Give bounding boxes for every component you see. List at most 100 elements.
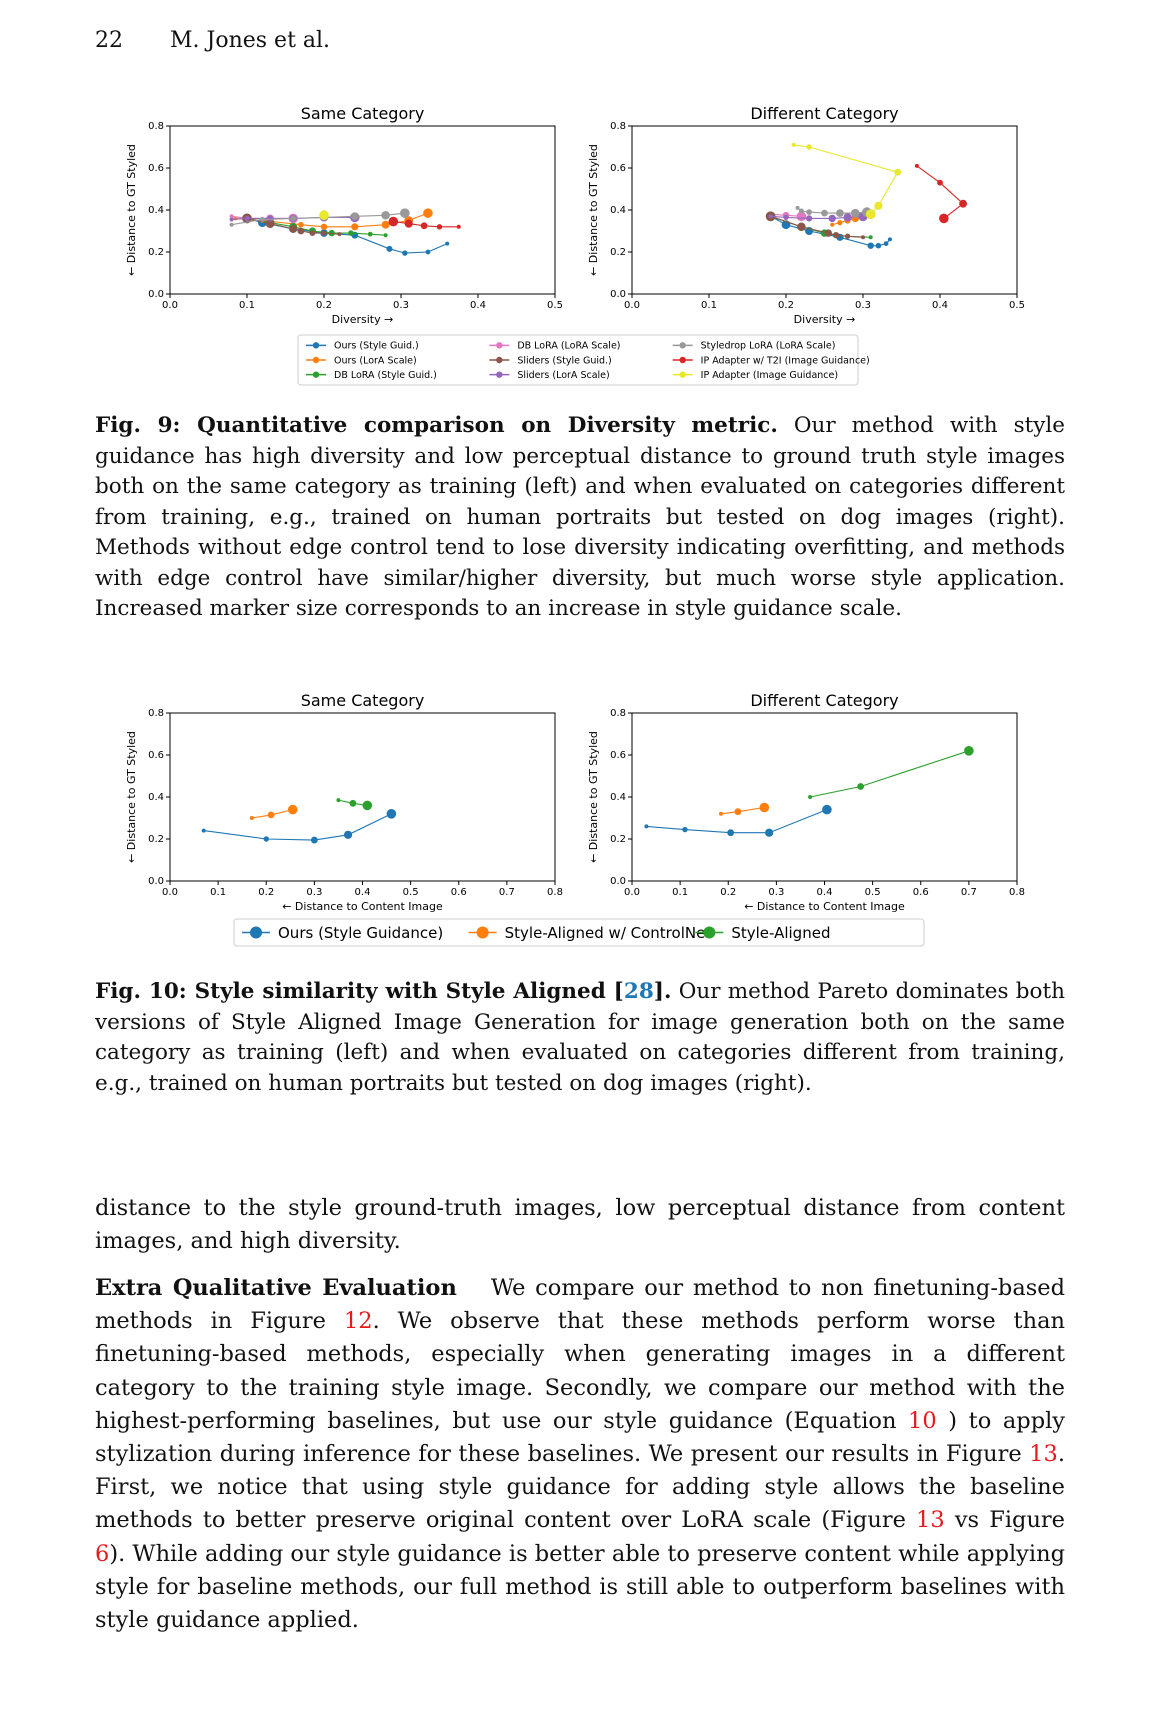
data-point [386, 245, 393, 252]
data-point [319, 210, 329, 221]
x-tick-label: 0.7 [499, 887, 515, 898]
legend-swatch-marker [312, 342, 320, 349]
page-number: 22 [95, 28, 123, 53]
data-point [348, 230, 354, 236]
series-line [720, 806, 765, 815]
data-point [287, 804, 298, 815]
y-axis-label: ← Distance to GT Styled [125, 144, 138, 276]
x-axis-label: ← Distance to Content Image [282, 900, 443, 913]
data-point [894, 168, 902, 176]
y-tick-label: 0.4 [610, 792, 626, 803]
legend-entry: Ours (Style Guidance) [278, 924, 443, 942]
data-point [937, 179, 943, 186]
x-tick-label: 0.2 [258, 887, 274, 898]
data-point [719, 811, 724, 816]
y-tick-label: 0.2 [148, 834, 164, 845]
figure-ref-13b[interactable]: 13 [916, 1507, 945, 1534]
data-point [309, 230, 316, 237]
chart-title: Different Category [750, 691, 898, 710]
data-point [381, 210, 390, 220]
data-point [425, 249, 431, 255]
x-tick-label: 0.3 [855, 300, 871, 311]
legend-swatch-marker [312, 356, 320, 364]
section-heading: Extra Qualitative Evaluation [95, 1275, 457, 1301]
data-point [806, 144, 812, 150]
y-tick-label: 0.2 [148, 247, 164, 258]
data-point [350, 212, 359, 221]
x-tick-label: 0.1 [239, 300, 255, 311]
data-point [808, 795, 813, 799]
x-tick-label: 0.1 [672, 887, 688, 898]
x-tick-label: 0.5 [865, 887, 881, 898]
data-point [289, 225, 298, 233]
data-point [857, 783, 864, 790]
x-tick-label: 0.8 [1009, 887, 1025, 898]
legend-entry: IP Adapter w/ T2I (Image Guidance) [701, 355, 870, 366]
y-tick-label: 0.6 [610, 163, 626, 174]
data-point [229, 217, 234, 222]
data-point [824, 229, 833, 237]
paragraph-extra-qualitative: Extra Qualitative Evaluation We compare o… [95, 1275, 1066, 1634]
x-tick-label: 0.5 [1009, 300, 1025, 311]
data-point [682, 826, 688, 833]
legend-entry: DB LoRA (Style Guid.) [334, 370, 437, 381]
data-point [874, 201, 883, 210]
y-tick-label: 0.8 [148, 121, 164, 132]
figure-9-label: Fig. 9: Quantitative comparison on Diver… [95, 413, 778, 438]
data-point [822, 804, 832, 815]
data-point [914, 163, 919, 168]
data-point [734, 808, 742, 816]
series-line [793, 144, 899, 215]
figure-ref-6[interactable]: 6 [95, 1540, 110, 1567]
legend-frame [297, 334, 859, 386]
x-tick-label: 0.4 [932, 300, 948, 311]
y-tick-label: 0.0 [610, 876, 626, 887]
figure-ref-12[interactable]: 12 [343, 1308, 373, 1335]
y-tick-label: 0.0 [610, 289, 626, 300]
data-point [845, 233, 851, 239]
data-point [821, 209, 828, 217]
x-tick-label: 0.1 [210, 887, 226, 898]
legend-swatch-marker [703, 926, 716, 939]
data-point [867, 242, 874, 249]
x-tick-label: 0.3 [393, 300, 409, 311]
legend-entry: Style-Aligned w/ ControlNet [505, 924, 712, 942]
data-point [298, 221, 304, 228]
data-point [806, 209, 812, 215]
data-point [837, 220, 843, 226]
legend-entry: Ours (LorA Scale) [334, 355, 417, 366]
data-point [791, 142, 796, 147]
equation-ref-10[interactable]: 10 [908, 1407, 937, 1434]
x-tick-label: 0.8 [547, 887, 563, 898]
figure-10-caption: Fig. 10: Style similarity with Style Ali… [95, 977, 1065, 1099]
y-axis-label: ← Distance to GT Styled [587, 731, 600, 863]
data-point [887, 237, 892, 242]
figure-9: Same Category 0.0 0.1 0.2 0.3 0.4 0.5 0.0 0.2 0.4… [125, 104, 1025, 386]
x-tick-label: 0.6 [451, 887, 467, 898]
x-axis-label: ← Distance to Content Image [744, 900, 905, 913]
x-tick-label: 0.3 [768, 887, 784, 898]
paragraph-1: distance to the style ground-truth image… [95, 1195, 1065, 1255]
series-line [916, 165, 964, 219]
legend-entry: Sliders (LorA Scale) [517, 370, 609, 381]
figure-ref-13[interactable]: 13 [1029, 1441, 1058, 1468]
x-tick-label: 0.5 [547, 300, 563, 311]
x-tick-label: 0.2 [316, 300, 332, 311]
x-tick-label: 0.2 [778, 300, 794, 311]
data-point [297, 227, 305, 235]
data-point [343, 830, 353, 839]
citation-link[interactable]: 28 [623, 979, 654, 1004]
x-tick-label: 0.4 [355, 887, 371, 898]
chart-fig9-same-category: Same Category 0.0 0.1 0.2 0.3 0.4 0.5 0.0 0.2 0.4… [125, 104, 563, 326]
data-point [875, 242, 882, 249]
data-point [201, 828, 206, 833]
data-point [795, 205, 800, 210]
data-point [263, 836, 269, 842]
legend-swatch-marker [496, 342, 503, 349]
plot-frame [631, 712, 1018, 882]
chart-fig10-same-category: Same Category 0.0 0.1 0.2 0.3 0.4 0.5 0.6 0.7 0.8… [125, 691, 563, 913]
y-tick-label: 0.8 [148, 708, 164, 719]
data-point [383, 233, 388, 238]
data-point [404, 219, 413, 228]
figure-10-caption-text: Our method Pareto dominates both version… [95, 979, 1065, 1096]
